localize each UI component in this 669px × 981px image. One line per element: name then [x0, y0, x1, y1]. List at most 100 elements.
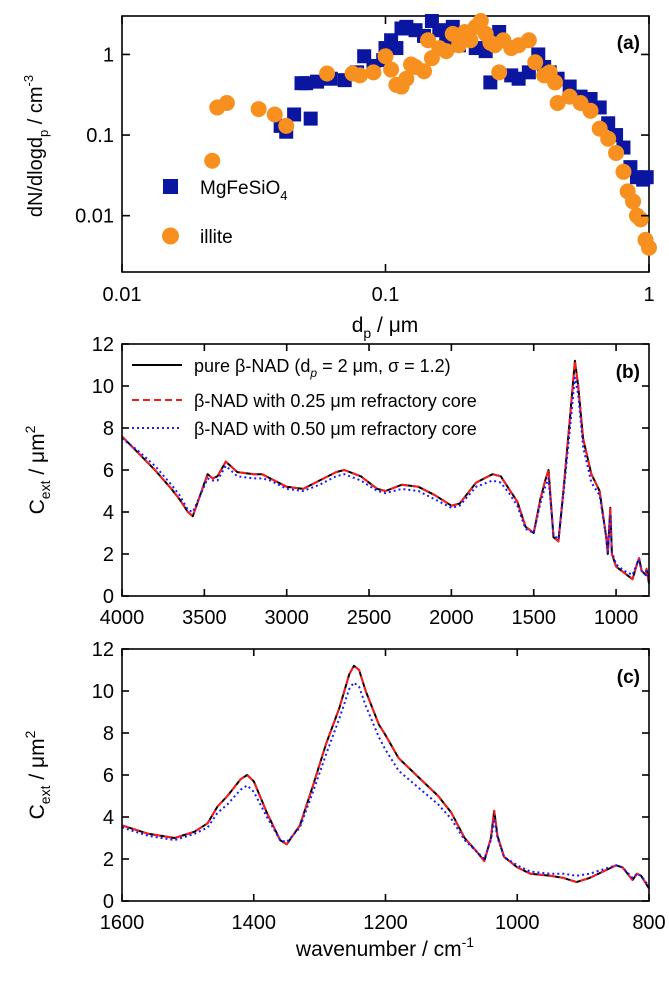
y-tick-label: 6	[103, 765, 114, 787]
illite-point	[520, 32, 537, 49]
panel-b-y-axis-label: Cext / μm2	[22, 425, 53, 514]
legend-marker-mgfesio4	[163, 179, 178, 194]
illite-point	[491, 64, 508, 81]
illite-point	[472, 13, 489, 30]
y-tick-label: 6	[103, 460, 114, 482]
y-tick-label: 8	[103, 723, 114, 745]
series-line-solid	[121, 664, 650, 889]
y-tick-label: 0	[103, 586, 114, 608]
y-tick-label: 10	[92, 681, 114, 703]
x-tick-label: 0.01	[103, 284, 142, 306]
illite-point	[600, 130, 617, 147]
illite-point	[319, 65, 336, 82]
illite-point	[625, 193, 642, 210]
panel-a-marks	[204, 13, 657, 256]
illite-point	[420, 32, 437, 49]
mgfesio4-point	[303, 111, 318, 126]
x-tick-label: 1400	[232, 912, 277, 934]
illite-point	[218, 94, 235, 111]
illite-point	[608, 144, 625, 161]
panel-c-x-axis-label: wavenumber / cm-1	[295, 934, 474, 961]
illite-point	[266, 106, 283, 123]
panel-a-y-ticks: 0.01 0.1 1	[75, 44, 649, 228]
illite-point	[250, 101, 267, 118]
series-line-dotted	[121, 681, 650, 887]
illite-point	[462, 32, 479, 49]
panel-b-frame	[121, 343, 650, 597]
panel-c-label: (c)	[617, 667, 640, 688]
panel-b-lines	[121, 359, 650, 584]
series-line-solid	[121, 359, 650, 584]
illite-point	[641, 239, 657, 256]
illite-point	[377, 48, 394, 65]
y-tick-label: 2	[103, 544, 114, 566]
panel-a-x-axis-label: dp / μm	[352, 314, 419, 341]
panel-c-y-ticks: 0 2 4 6 8 10 12	[92, 639, 649, 913]
mgfesio4-point	[389, 41, 404, 56]
mgfesio4-point	[299, 76, 314, 91]
y-tick-label: 12	[92, 639, 114, 661]
x-tick-label: 4000	[100, 607, 145, 629]
panel-b-x-ticks: 4000 3500 3000 2500 2000 1500 1000	[100, 344, 639, 629]
y-tick-label: 0.01	[75, 206, 114, 228]
illite-point	[383, 61, 400, 78]
legend-label-mgfesio4: MgFeSiO4	[200, 178, 287, 203]
x-tick-label: 1000	[495, 912, 540, 934]
legend-label-core050: β-NAD with 0.50 μm refractory core	[194, 419, 477, 439]
x-tick-label: 0.1	[372, 284, 400, 306]
illite-point	[527, 54, 544, 71]
panel-a-x-ticks: 0.01 0.1 1	[103, 16, 655, 306]
panel-b-y-ticks: 0 2 4 6 8 10 12	[92, 334, 649, 608]
y-tick-label: 1	[103, 44, 114, 66]
illite-point	[615, 163, 632, 180]
series-line-dashed	[121, 664, 650, 889]
y-tick-label: 0.1	[86, 125, 114, 147]
x-tick-label: 1500	[511, 607, 556, 629]
mgfesio4-point	[287, 107, 302, 122]
panel-c-y-axis-label: Cext / μm2	[22, 730, 53, 819]
illite-point	[351, 67, 368, 84]
legend-marker-illite	[162, 227, 179, 245]
illite-point	[547, 74, 564, 91]
x-tick-label: 1	[643, 284, 654, 306]
x-tick-label: 3500	[182, 607, 227, 629]
y-tick-label: 2	[103, 849, 114, 871]
x-tick-label: 3000	[264, 607, 309, 629]
illite-point	[398, 70, 415, 87]
mgfesio4-point	[639, 170, 654, 185]
illite-point	[416, 63, 433, 80]
illite-point	[582, 102, 599, 119]
panel-a-label: (a)	[617, 33, 640, 54]
panel-c-lines	[121, 664, 650, 889]
panel-c: 1600 1400 1200 1000 800 0 2 4 6 8 10 12 (c) Cext /…	[22, 639, 666, 961]
panel-b-legend: pure β-NAD (dp = 2 μm, σ = 1.2) β-NAD wi…	[132, 356, 477, 439]
y-tick-label: 12	[92, 334, 114, 356]
series-line-dotted	[121, 376, 650, 582]
mgfesio4-point	[483, 75, 498, 90]
x-tick-label: 2000	[429, 607, 474, 629]
illite-point	[365, 64, 382, 81]
panel-a-y-axis-label: dN/dlogdp / cm-3	[21, 75, 51, 217]
x-tick-label: 1000	[594, 607, 639, 629]
panel-b: 4000 3500 3000 2500 2000 1500 1000 0 2 4 6 8 10 12 (…	[22, 334, 650, 629]
legend-label-pure: pure β-NAD (dp = 2 μm, σ = 1.2)	[194, 356, 451, 380]
panel-c-x-ticks: 1600 1400 1200 1000 800	[100, 649, 666, 934]
y-tick-label: 0	[103, 891, 114, 913]
x-tick-label: 1600	[100, 912, 145, 934]
x-tick-label: 2500	[347, 607, 392, 629]
y-tick-label: 10	[92, 376, 114, 398]
legend-label-core025: β-NAD with 0.25 μm refractory core	[194, 391, 477, 411]
legend-label-illite: illite	[200, 227, 233, 248]
illite-point	[278, 117, 295, 134]
illite-point	[204, 152, 221, 169]
illite-point	[632, 211, 649, 228]
illite-point	[438, 43, 455, 60]
panel-a-legend: MgFeSiO4 illite	[162, 178, 287, 248]
illite-point	[549, 94, 566, 111]
x-tick-label: 800	[632, 912, 665, 934]
y-tick-label: 4	[103, 502, 114, 524]
y-tick-label: 4	[103, 807, 114, 829]
x-tick-label: 1200	[363, 912, 408, 934]
panel-a: 0.01 0.1 1 0.01 0.1 1 (a) MgFeSiO4 illite dp…	[21, 13, 657, 341]
